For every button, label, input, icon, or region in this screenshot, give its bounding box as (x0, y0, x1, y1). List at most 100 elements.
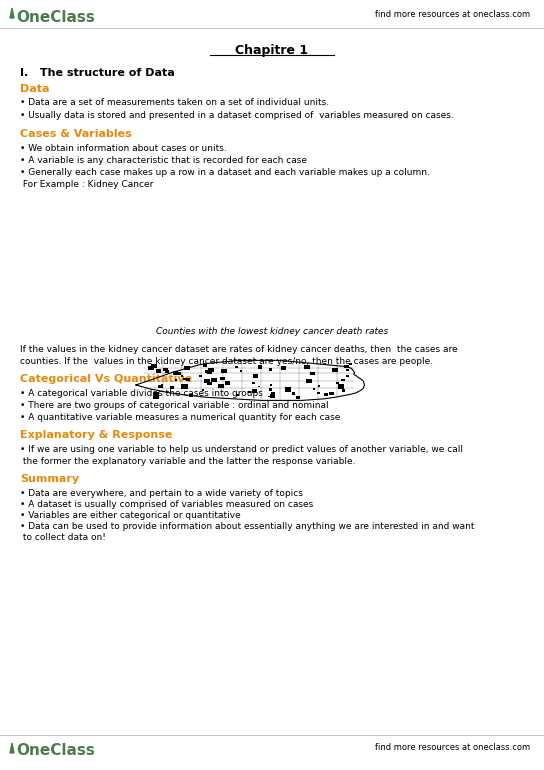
FancyBboxPatch shape (342, 390, 345, 392)
FancyBboxPatch shape (252, 382, 255, 384)
FancyBboxPatch shape (205, 380, 210, 383)
Text: Data: Data (20, 84, 50, 94)
FancyBboxPatch shape (318, 385, 320, 387)
FancyBboxPatch shape (207, 382, 213, 385)
Text: Explanatory & Response: Explanatory & Response (20, 430, 172, 440)
FancyBboxPatch shape (252, 373, 258, 377)
FancyBboxPatch shape (153, 395, 159, 399)
FancyBboxPatch shape (177, 372, 181, 374)
FancyBboxPatch shape (202, 363, 207, 367)
FancyBboxPatch shape (151, 363, 157, 368)
Text: • We obtain information about cases or units.: • We obtain information about cases or u… (20, 144, 227, 153)
Polygon shape (10, 8, 14, 18)
FancyBboxPatch shape (292, 392, 295, 394)
FancyBboxPatch shape (258, 366, 262, 369)
FancyBboxPatch shape (269, 388, 273, 391)
FancyBboxPatch shape (158, 385, 163, 388)
FancyBboxPatch shape (181, 384, 188, 389)
FancyBboxPatch shape (296, 396, 300, 399)
FancyBboxPatch shape (205, 370, 210, 373)
FancyBboxPatch shape (220, 377, 225, 380)
FancyBboxPatch shape (157, 370, 162, 373)
FancyBboxPatch shape (225, 381, 230, 385)
Text: Summary: Summary (20, 474, 79, 484)
FancyBboxPatch shape (175, 379, 177, 380)
FancyBboxPatch shape (187, 378, 190, 381)
FancyBboxPatch shape (202, 389, 204, 390)
Polygon shape (10, 743, 14, 753)
FancyBboxPatch shape (270, 394, 275, 398)
FancyBboxPatch shape (165, 370, 169, 373)
FancyBboxPatch shape (346, 375, 349, 377)
Text: Categorical Vs Quantitative: Categorical Vs Quantitative (20, 374, 192, 384)
FancyBboxPatch shape (183, 378, 187, 380)
FancyBboxPatch shape (271, 392, 275, 394)
FancyBboxPatch shape (270, 384, 273, 386)
FancyBboxPatch shape (189, 393, 193, 397)
Text: find more resources at oneclass.com: find more resources at oneclass.com (375, 743, 530, 752)
Text: • A categorical variable divides the cases into groups: • A categorical variable divides the cas… (20, 389, 263, 398)
FancyBboxPatch shape (237, 393, 239, 396)
Text: counties. If the  values in the kidney cancer dataset are yes/no, then the cases: counties. If the values in the kidney ca… (20, 357, 433, 366)
FancyBboxPatch shape (312, 388, 316, 390)
Text: • A variable is any characteristic that is recorded for each case: • A variable is any characteristic that … (20, 156, 307, 165)
FancyBboxPatch shape (212, 378, 217, 382)
FancyBboxPatch shape (330, 392, 335, 395)
Text: For Example : Kidney Cancer: For Example : Kidney Cancer (20, 180, 153, 189)
FancyBboxPatch shape (221, 369, 227, 373)
FancyBboxPatch shape (310, 372, 315, 375)
FancyBboxPatch shape (338, 384, 344, 389)
FancyBboxPatch shape (181, 375, 183, 377)
FancyBboxPatch shape (208, 368, 214, 372)
Text: • If we are using one variable to help us understand or predict values of anothe: • If we are using one variable to help u… (20, 445, 463, 454)
FancyBboxPatch shape (218, 383, 224, 388)
Text: • There are two groups of categorical variable : ordinal and nominal: • There are two groups of categorical va… (20, 401, 329, 410)
Text: find more resources at oneclass.com: find more resources at oneclass.com (375, 10, 530, 19)
FancyBboxPatch shape (268, 396, 270, 397)
FancyBboxPatch shape (252, 390, 257, 393)
FancyBboxPatch shape (148, 366, 154, 370)
Text: • Data can be used to provide information about essentially anything we are inte: • Data can be used to provide informatio… (20, 522, 474, 531)
FancyBboxPatch shape (183, 385, 187, 387)
Text: • Data are a set of measurements taken on a set of individual units.: • Data are a set of measurements taken o… (20, 98, 329, 107)
FancyBboxPatch shape (154, 392, 159, 395)
FancyBboxPatch shape (344, 365, 349, 368)
FancyBboxPatch shape (285, 387, 292, 392)
FancyBboxPatch shape (240, 370, 243, 372)
Text: OneClass: OneClass (16, 743, 95, 758)
Text: Counties with the lowest kidney cancer death rates: Counties with the lowest kidney cancer d… (156, 327, 388, 336)
FancyBboxPatch shape (346, 369, 349, 371)
FancyBboxPatch shape (332, 368, 338, 372)
FancyBboxPatch shape (161, 384, 163, 386)
FancyBboxPatch shape (199, 375, 202, 377)
FancyBboxPatch shape (163, 368, 168, 371)
FancyBboxPatch shape (248, 391, 251, 393)
FancyBboxPatch shape (178, 372, 180, 373)
Text: to collect data on!: to collect data on! (20, 533, 106, 542)
FancyBboxPatch shape (170, 387, 174, 389)
Text: If the values in the kidney cancer dataset are rates of kidney cancer deaths, th: If the values in the kidney cancer datas… (20, 345, 458, 354)
FancyBboxPatch shape (258, 386, 260, 387)
FancyBboxPatch shape (317, 392, 320, 394)
Text: OneClass: OneClass (16, 10, 95, 25)
Text: the former the explanatory variable and the latter the response variable.: the former the explanatory variable and … (20, 457, 355, 466)
Text: • A quantitative variable measures a numerical quantity for each case: • A quantitative variable measures a num… (20, 413, 341, 422)
FancyBboxPatch shape (173, 371, 178, 375)
Text: • Data are everywhere, and pertain to a wide variety of topics: • Data are everywhere, and pertain to a … (20, 489, 303, 498)
FancyBboxPatch shape (336, 382, 339, 384)
FancyBboxPatch shape (304, 365, 310, 369)
Text: I.   The structure of Data: I. The structure of Data (20, 68, 175, 78)
FancyBboxPatch shape (207, 371, 212, 374)
Text: • A dataset is usually comprised of variables measured on cases: • A dataset is usually comprised of vari… (20, 500, 313, 509)
Text: • Generally each case makes up a row in a dataset and each variable makes up a c: • Generally each case makes up a row in … (20, 168, 430, 177)
FancyBboxPatch shape (234, 366, 238, 368)
FancyBboxPatch shape (306, 379, 312, 383)
Text: • Variables are either categorical or quantitative: • Variables are either categorical or qu… (20, 511, 241, 520)
FancyBboxPatch shape (324, 393, 328, 397)
FancyBboxPatch shape (281, 366, 286, 370)
Text: Cases & Variables: Cases & Variables (20, 129, 132, 139)
Text: • Usually data is stored and presented in a dataset comprised of  variables meas: • Usually data is stored and presented i… (20, 111, 454, 120)
FancyBboxPatch shape (184, 366, 190, 370)
FancyBboxPatch shape (342, 379, 344, 381)
FancyBboxPatch shape (269, 369, 273, 371)
